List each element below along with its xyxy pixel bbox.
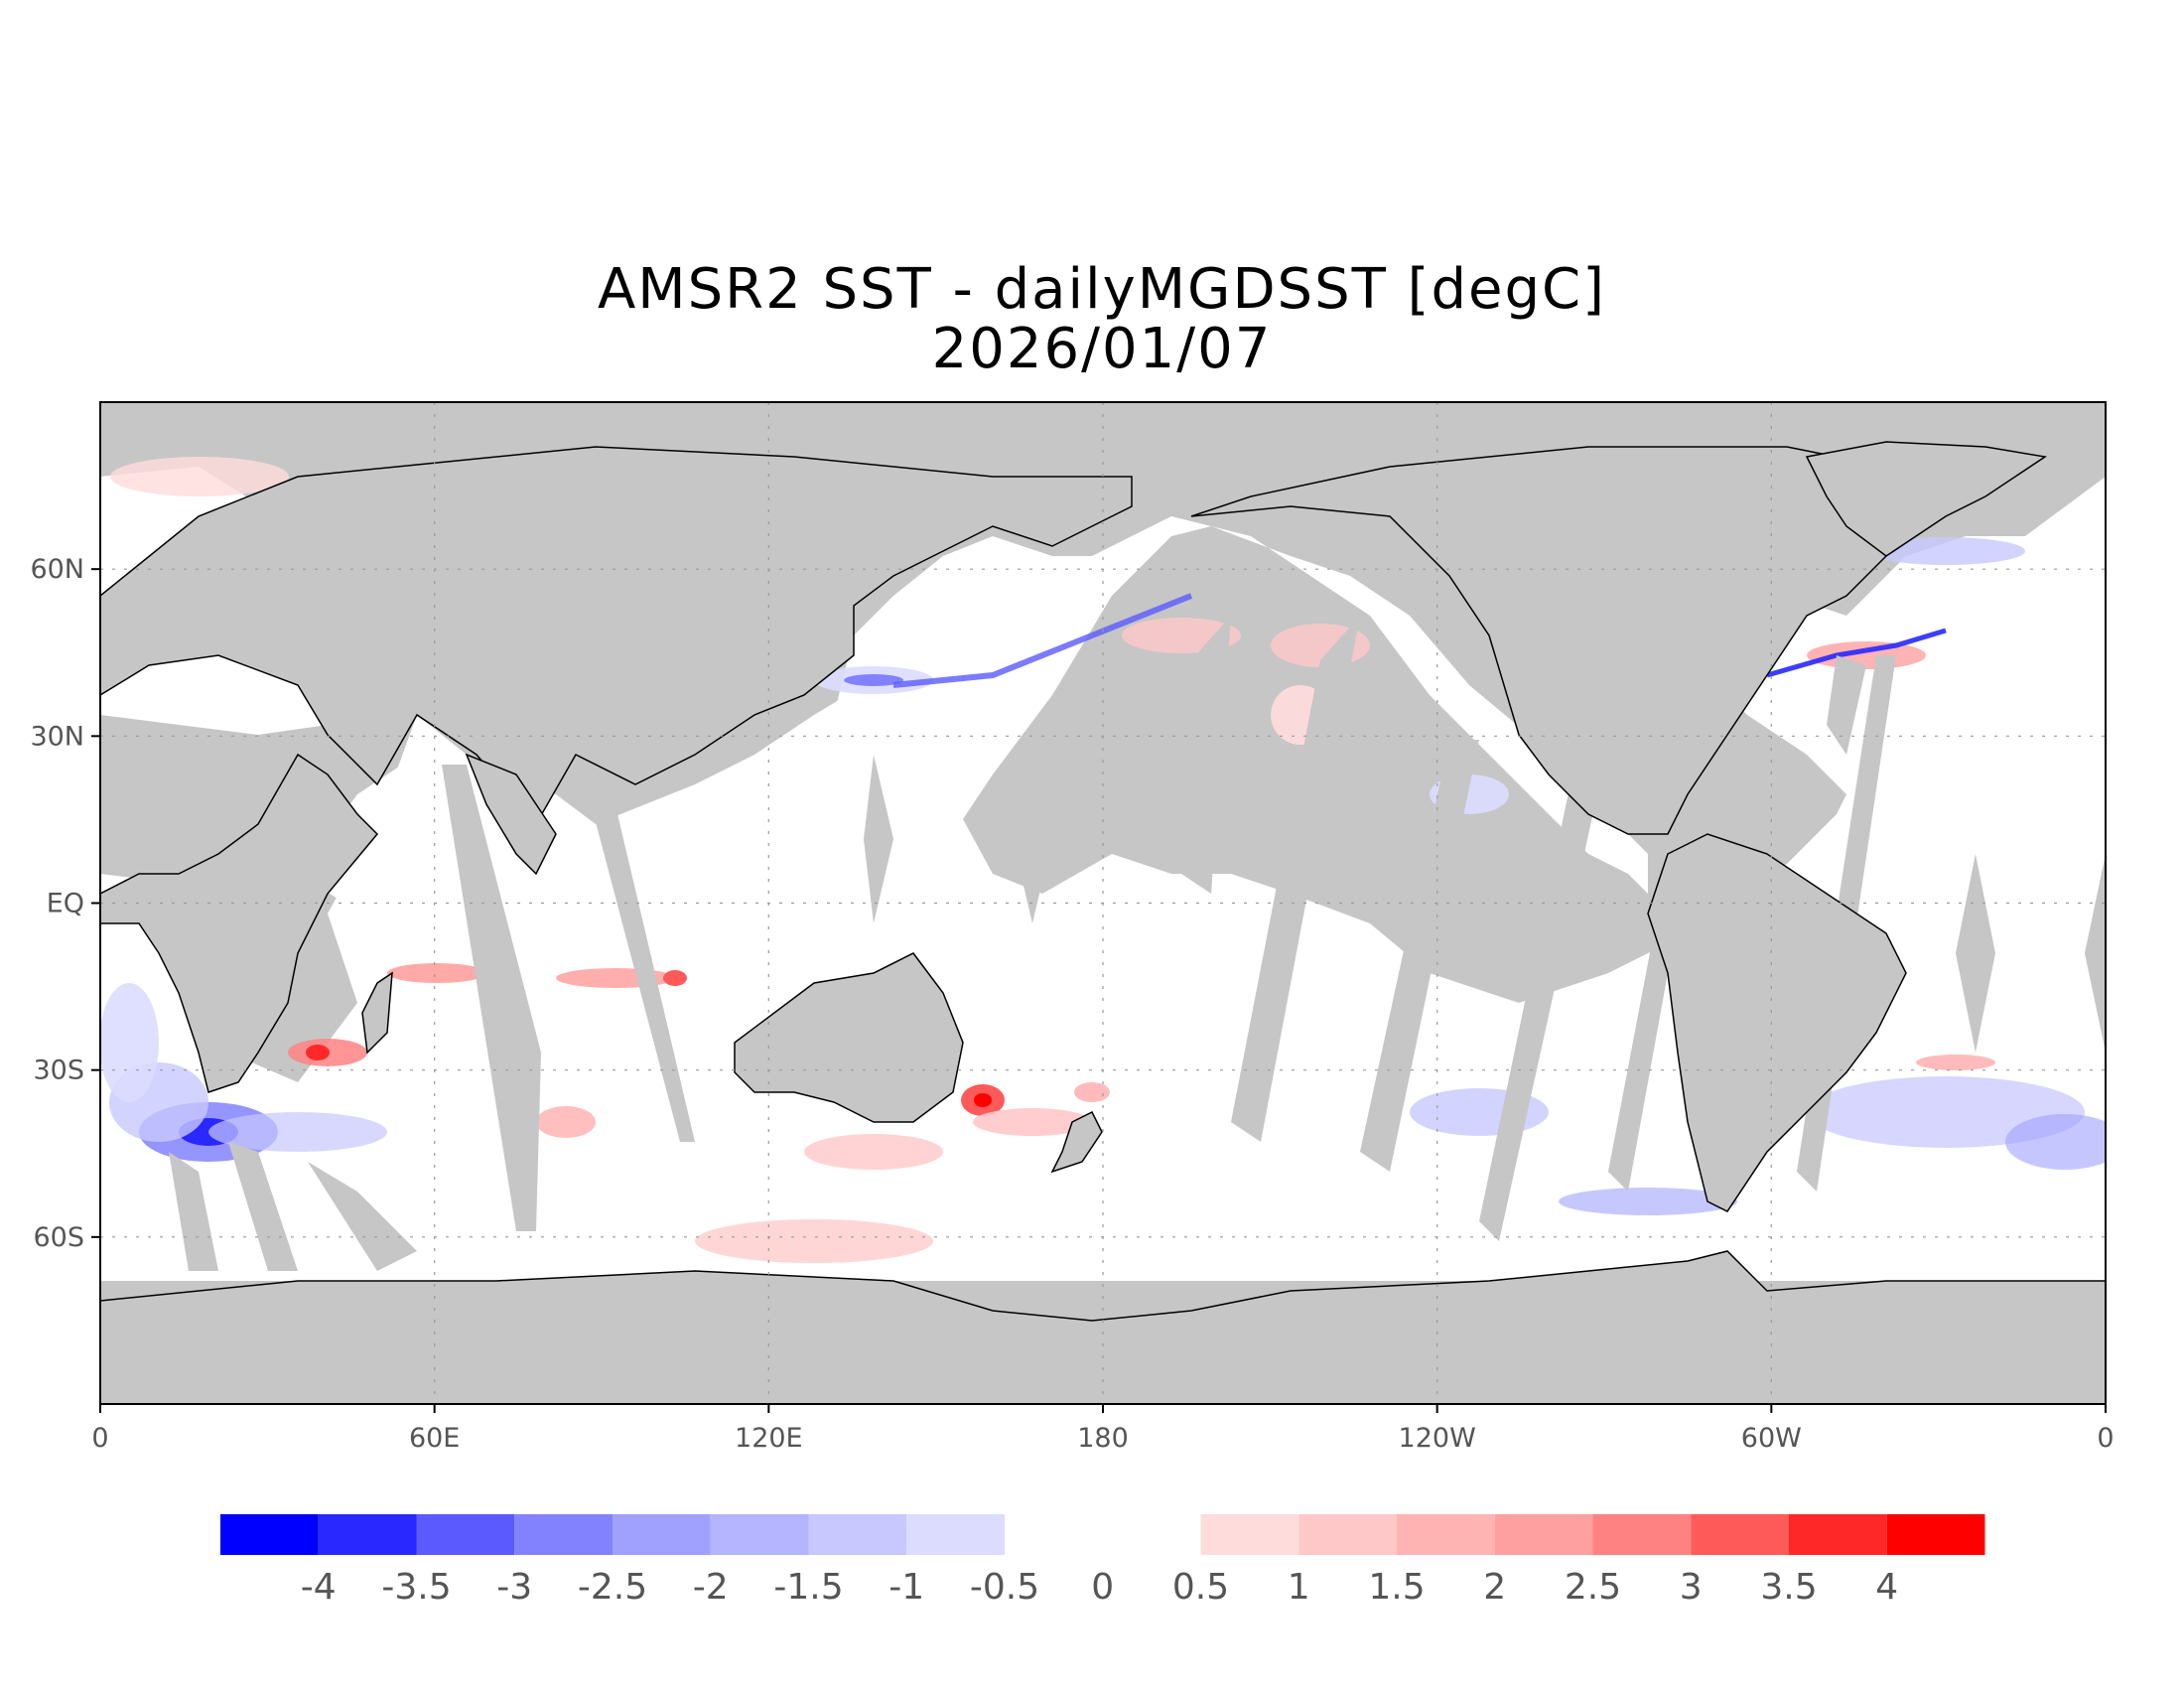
colorbar-swatch — [1592, 1514, 1692, 1555]
anomaly-patch — [387, 963, 486, 983]
colorbar-swatch — [514, 1514, 613, 1555]
colorbar-label: -2 — [693, 1567, 729, 1608]
x-tick-label: 60E — [409, 1423, 460, 1454]
colorbar-label: -2.5 — [578, 1567, 647, 1608]
anomaly-patch — [974, 1093, 992, 1107]
anomaly-patch — [844, 674, 903, 686]
anomaly-patch — [892, 593, 1193, 688]
colorbar-label: 1.5 — [1368, 1567, 1425, 1608]
swath-gap — [1360, 740, 1479, 1172]
land-new-zealand — [1050, 1110, 1103, 1174]
anomaly-patch — [804, 1134, 943, 1170]
swath-gap — [864, 755, 893, 923]
colorbar-label: 3.5 — [1760, 1567, 1817, 1608]
land-antarctica — [100, 1250, 2106, 1404]
colorbar-swatch — [416, 1514, 515, 1555]
swath-gap — [1827, 655, 1866, 755]
land-south-america — [1647, 833, 1907, 1212]
colorbar-swatch — [1298, 1514, 1397, 1555]
figure-title-line2: 2026/01/07 — [932, 317, 1273, 381]
map-panel — [100, 402, 2106, 1404]
colorbar-label: -3.5 — [381, 1567, 451, 1608]
swath-gap — [442, 765, 541, 1231]
colorbar-swatch — [1005, 1514, 1201, 1555]
colorbar-label: 1 — [1288, 1567, 1310, 1608]
colorbar-label: -3 — [496, 1567, 532, 1608]
x-tick-label: 0 — [2097, 1423, 2114, 1454]
anomaly-patch — [1074, 1082, 1110, 1102]
land-eurasia — [100, 446, 1133, 826]
colorbar-swatch — [613, 1514, 711, 1555]
land-greenland — [1805, 441, 2047, 557]
x-tick-label: 60W — [1741, 1423, 1802, 1454]
swath-gap — [1152, 616, 1231, 894]
anomaly-patch — [2005, 1114, 2106, 1170]
swath-gap — [308, 1162, 417, 1271]
x-tick-label: 0 — [91, 1423, 108, 1454]
swath-gap — [169, 1152, 218, 1271]
colorbar-swatch — [1200, 1514, 1299, 1555]
colorbar-label: -1.5 — [773, 1567, 843, 1608]
anomaly-patch — [100, 983, 159, 1102]
swath-gap — [1013, 755, 1052, 923]
anomaly-patch — [208, 1112, 387, 1152]
anomaly-patch — [1766, 628, 1947, 678]
colorbar-label: 3 — [1680, 1567, 1703, 1608]
ocean-pacific — [834, 516, 1648, 894]
anomaly-patch — [695, 1219, 933, 1263]
y-tick-label: 30S — [34, 1055, 85, 1086]
anomaly-patch — [973, 1108, 1092, 1136]
colorbar-swatch — [1494, 1514, 1593, 1555]
land-australia — [734, 952, 964, 1123]
anomaly-patch — [1866, 537, 2025, 565]
swath-gap — [1231, 616, 1360, 1142]
colorbar: -4 -3.5 -3 -2.5 -2 -1.5 -1 -0.5 0 0.5 1 1.5 2 2.5 3 3.5… — [220, 1514, 1985, 1608]
colorbar-swatch — [220, 1514, 319, 1555]
land-madagascar — [361, 971, 393, 1055]
x-tick-label: 120W — [1399, 1423, 1476, 1454]
axis-ticks: 0 60E 120E 180 120W 60W 0 60N 30N EQ 30S 60S — [30, 554, 2114, 1454]
colorbar-swatch — [1691, 1514, 1789, 1555]
land-north-america — [1190, 446, 1887, 835]
colorbar-label: 0 — [1091, 1567, 1114, 1608]
colorbar-label: 2.5 — [1565, 1567, 1621, 1608]
swath-gap — [586, 784, 695, 1142]
y-tick-label: 60N — [30, 554, 84, 585]
anomaly-patch — [663, 970, 687, 986]
anomaly-patch — [1807, 641, 1926, 669]
figure-title-line1: AMSR2 SST - dailyMGDSST [degC] — [598, 257, 1606, 322]
colorbar-label: 0.5 — [1172, 1567, 1229, 1608]
land-africa — [100, 753, 379, 1093]
y-tick-label: 60S — [34, 1222, 85, 1253]
colorbar-label: -0.5 — [970, 1567, 1039, 1608]
x-tick-label: 180 — [1077, 1423, 1129, 1454]
gridlines — [100, 402, 2106, 1404]
anomaly-patch — [1559, 1188, 1737, 1215]
anomaly-patch — [110, 457, 289, 496]
colorbar-label: 4 — [1875, 1567, 1898, 1608]
anomaly-patch — [536, 1106, 596, 1138]
swath-gap — [1479, 745, 1608, 1241]
colorbar-swatch — [710, 1514, 809, 1555]
x-tick-label: 120E — [735, 1423, 803, 1454]
anomaly-patch — [306, 1045, 330, 1060]
y-tick-label: 30N — [30, 721, 84, 752]
landmasses — [100, 441, 2106, 1404]
colorbar-swatch — [808, 1514, 907, 1555]
colorbar-label: 2 — [1483, 1567, 1506, 1608]
colorbar-label: -1 — [888, 1567, 924, 1608]
colorbar-swatch — [906, 1514, 1005, 1555]
colorbar-label: -4 — [301, 1567, 337, 1608]
colorbar-swatch — [1789, 1514, 1887, 1555]
colorbar-swatch — [1397, 1514, 1495, 1555]
ocean-south-pacific — [993, 953, 1747, 1241]
colorbar-swatch — [318, 1514, 417, 1555]
anomaly-patch — [1916, 1055, 1995, 1070]
colorbar-swatch — [1886, 1514, 1985, 1555]
land-india — [465, 753, 557, 876]
y-tick-label: EQ — [47, 889, 84, 919]
swath-gap — [2085, 854, 2106, 1053]
swath-gap — [228, 1142, 298, 1271]
